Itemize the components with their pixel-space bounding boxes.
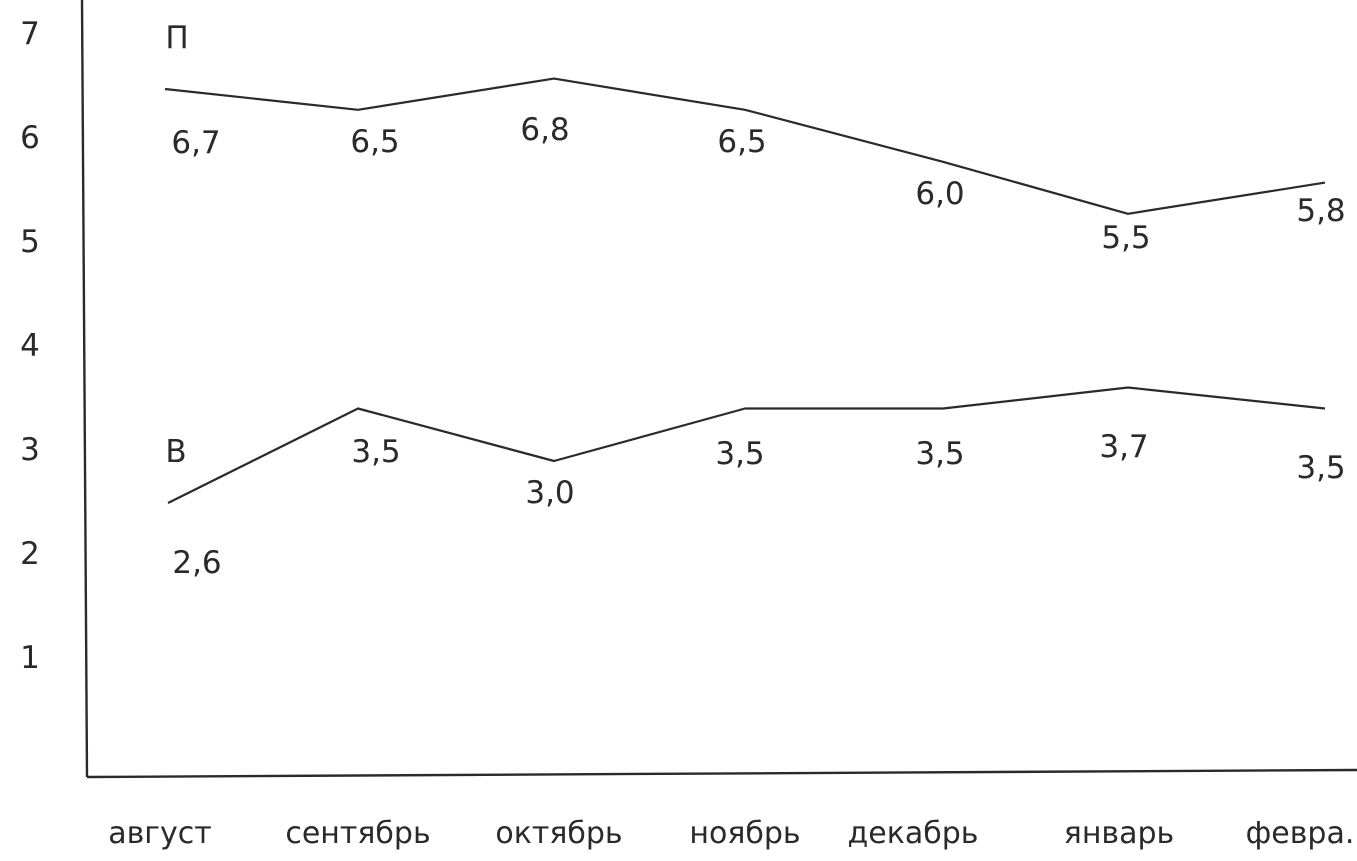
- axes: [80, 0, 1357, 779]
- data-label: 6,7: [171, 125, 220, 161]
- data-label: 6,0: [915, 176, 964, 212]
- y-tick-label: 7: [20, 16, 40, 52]
- x-tick-label: сентябрь: [285, 816, 430, 851]
- x-tick-label: август: [108, 816, 212, 851]
- data-labels: 6,7 6,5 6,8 6,5 6,0 5,5 5,8 2,6 3,5 3,0 3,5 3,5 3,7 3…: [171, 112, 1345, 581]
- y-tick-label: 6: [20, 120, 40, 156]
- series-name: П: [165, 20, 188, 56]
- y-tick-label: 4: [20, 328, 40, 364]
- series-names: ПВ: [165, 20, 188, 470]
- data-label: 5,8: [1296, 193, 1345, 229]
- data-label: 6,5: [350, 124, 399, 160]
- data-label: 3,0: [525, 475, 574, 511]
- series-name: В: [165, 434, 186, 470]
- y-tick-label: 2: [20, 536, 40, 572]
- x-axis-line: [86, 768, 1357, 779]
- x-tick-label: декабрь: [848, 816, 979, 851]
- x-tick-label: январь: [1064, 816, 1174, 851]
- data-label: 3,5: [915, 436, 964, 472]
- series-line-p: [164, 77, 1326, 215]
- x-tick-labels: август сентябрь октябрь ноябрь декабрь январь…: [108, 816, 1354, 851]
- y-tick-labels: 1 2 3 4 5 6 7: [20, 16, 40, 676]
- data-label: 6,8: [520, 112, 569, 148]
- x-tick-label: февра.: [1246, 816, 1355, 851]
- x-tick-label: октябрь: [495, 816, 622, 851]
- data-label: 5,5: [1101, 220, 1150, 256]
- data-label: 3,5: [715, 436, 764, 472]
- series-lines: [164, 77, 1326, 504]
- series-line-v: [167, 386, 1326, 504]
- x-tick-label: ноябрь: [689, 816, 800, 851]
- y-tick-label: 1: [20, 640, 40, 676]
- data-label: 3,5: [351, 434, 400, 470]
- data-label: 2,6: [172, 545, 221, 581]
- y-tick-label: 3: [20, 432, 40, 468]
- data-label: 6,5: [717, 124, 766, 160]
- y-tick-label: 5: [20, 224, 40, 260]
- y-axis-line: [80, 0, 89, 778]
- data-label: 3,7: [1099, 429, 1148, 465]
- data-label: 3,5: [1296, 450, 1345, 486]
